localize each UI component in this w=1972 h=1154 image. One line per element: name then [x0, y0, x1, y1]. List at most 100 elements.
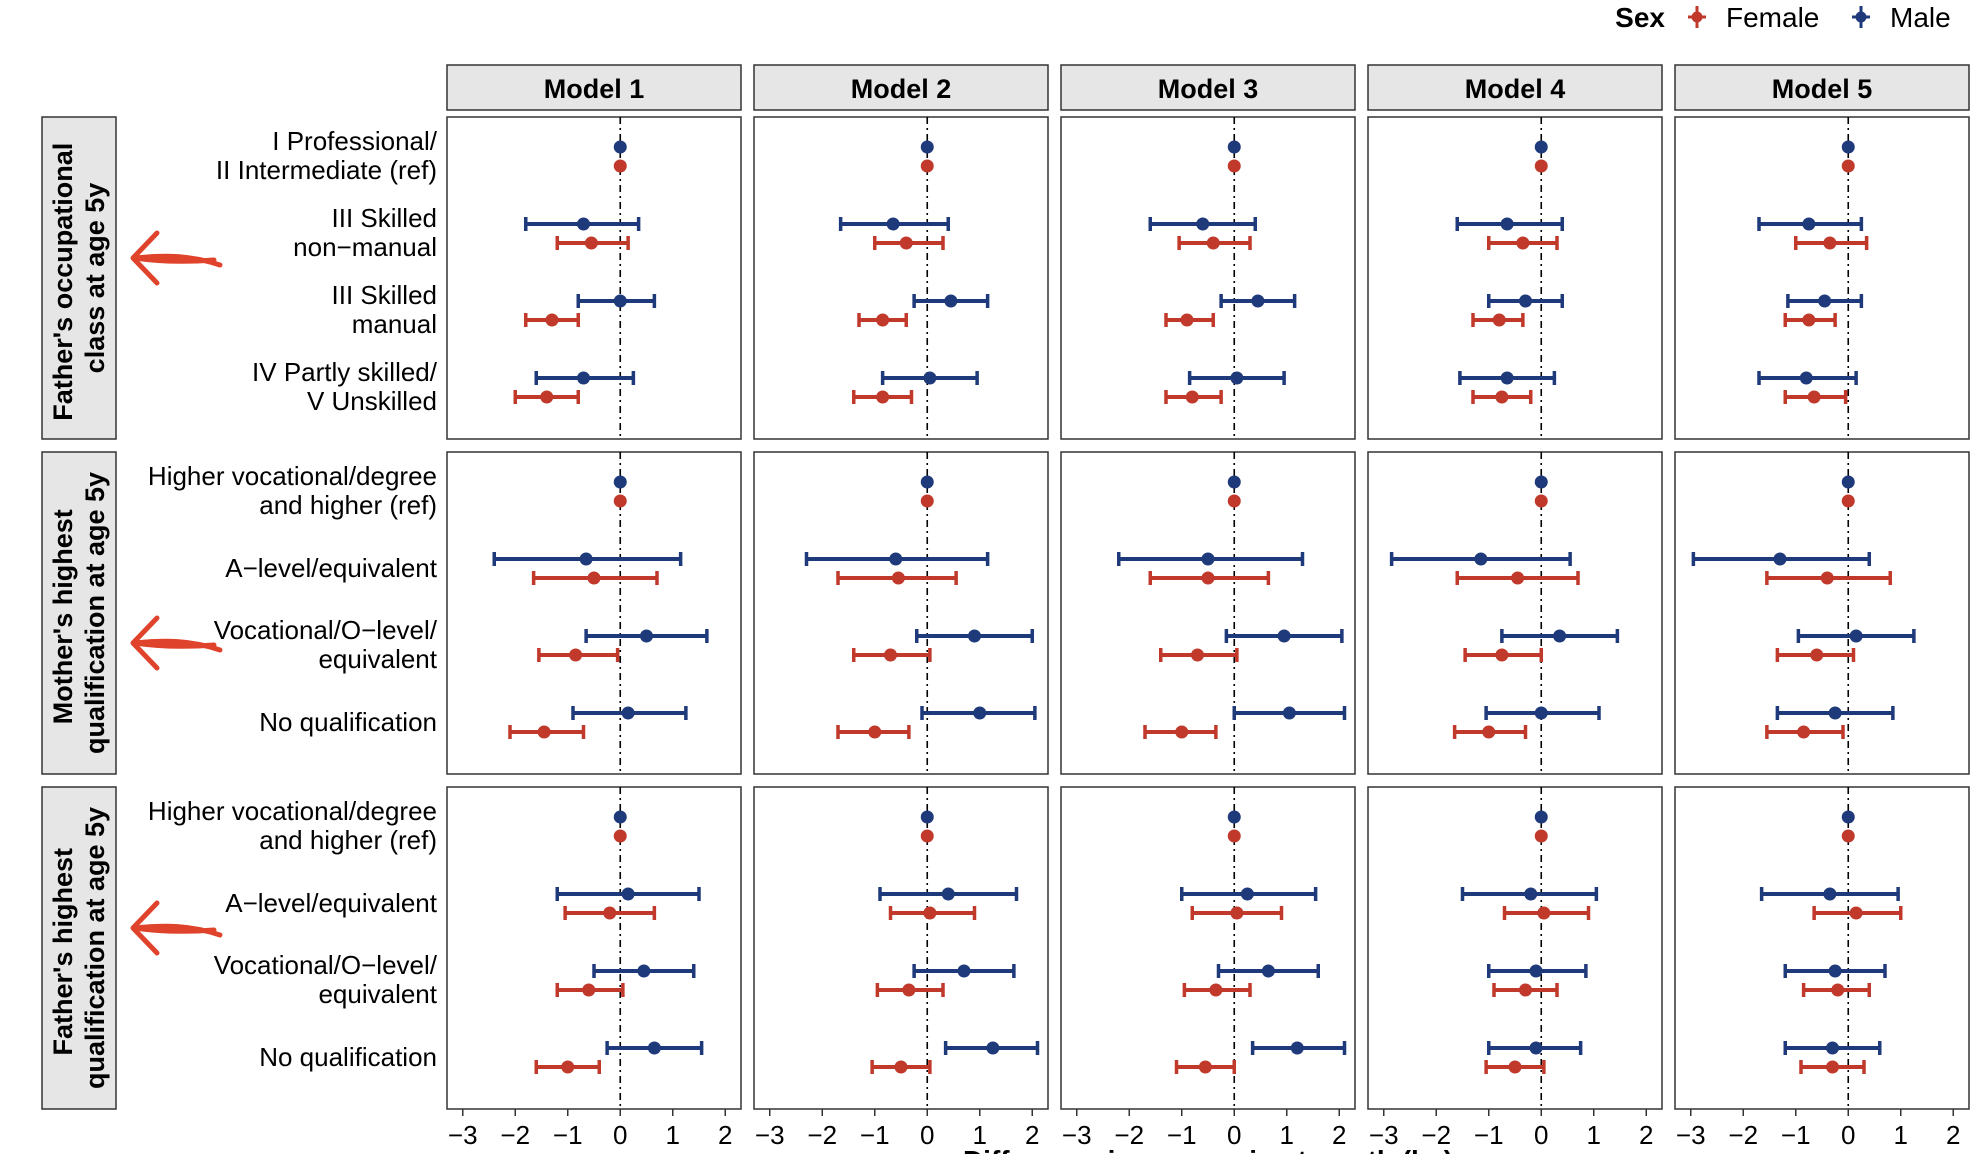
- female-point-estimate: [876, 390, 890, 404]
- category-label: III Skilled manual: [332, 280, 438, 339]
- x-tick-label: −2: [1114, 1120, 1144, 1150]
- male-point-estimate: [1474, 552, 1488, 566]
- model-strip-5: Model 5: [1674, 64, 1970, 111]
- male-point-estimate: [1828, 706, 1842, 720]
- group-strip-3: Father's highest qualification at age 5y: [41, 786, 117, 1110]
- female-point-estimate: [1511, 571, 1525, 585]
- model-strip-headers: Model 1 Model 2 Model 3 Model 4 Model 5: [446, 64, 1970, 111]
- female-point-estimate: [582, 983, 596, 997]
- male-point-estimate: [577, 371, 590, 385]
- female-point-estimate: [1823, 236, 1837, 250]
- panel-frame: [753, 116, 1049, 440]
- male-point-estimate: [889, 552, 903, 566]
- female-point-estimate: [902, 983, 916, 997]
- female-point-estimate: [545, 313, 559, 327]
- panel-frame: [1367, 786, 1663, 1110]
- male-point-estimate: [920, 140, 934, 154]
- female-point-estimate: [894, 1060, 908, 1074]
- category-label: A−level/equivalent: [225, 553, 438, 583]
- female-point-estimate: [1185, 390, 1199, 404]
- x-tick-label: 1: [1587, 1120, 1601, 1150]
- male-point-estimate: [1196, 217, 1210, 231]
- female-point-estimate: [1534, 494, 1548, 508]
- panel: [446, 786, 742, 1110]
- x-tick-label: −3: [1062, 1120, 1092, 1150]
- panel: [1674, 786, 1970, 1110]
- male-point-estimate: [621, 887, 635, 901]
- panel-frame: [1060, 786, 1356, 1110]
- group-title: Father's occupational class at age 5y: [48, 135, 110, 421]
- x-tick-label: 1: [1894, 1120, 1908, 1150]
- male-point-estimate: [613, 294, 627, 308]
- category-label: I Professional/II Intermediate (ref): [216, 126, 438, 185]
- female-point-estimate: [1841, 829, 1855, 843]
- panel-frame: [1674, 786, 1970, 1110]
- female-point-estimate: [1537, 906, 1551, 920]
- panel-frame: [1367, 116, 1663, 440]
- male-point-estimate: [1823, 887, 1837, 901]
- category-label: Higher vocational/degree and higher (ref): [148, 796, 437, 855]
- female-point-estimate: [1810, 648, 1824, 662]
- panel-frame: [1367, 451, 1663, 775]
- male-point-estimate: [973, 706, 987, 720]
- panel-frame: [446, 786, 742, 1110]
- female-point-estimate: [1227, 829, 1241, 843]
- panel: [1674, 451, 1970, 775]
- x-tick-label: 1: [1280, 1120, 1294, 1150]
- male-point-estimate: [640, 629, 653, 643]
- male-point-estimate: [941, 887, 955, 901]
- female-point-estimate: [537, 725, 551, 739]
- panel-frame: [1674, 116, 1970, 440]
- female-point-estimate: [613, 494, 627, 508]
- x-tick-label: −3: [1676, 1120, 1706, 1150]
- annotation-arrows: [130, 230, 223, 956]
- model-title: Model 4: [1465, 74, 1566, 104]
- female-point-estimate: [884, 648, 897, 662]
- female-point-estimate: [1519, 983, 1532, 997]
- female-point-estimate: [1831, 983, 1845, 997]
- x-axis: −3 −2 −1 0 1 2: [1369, 1109, 1653, 1150]
- panel-frame: [446, 116, 742, 440]
- male-point-estimate: [986, 1041, 1000, 1055]
- female-point-estimate: [1841, 159, 1855, 173]
- male-point-estimate: [968, 629, 981, 643]
- male-point-estimate: [1282, 706, 1296, 720]
- category-label: III Skilled non−manual: [293, 203, 437, 262]
- panel: [1367, 116, 1663, 440]
- female-point-estimate: [1516, 236, 1530, 250]
- female-point-estimate: [1534, 159, 1548, 173]
- female-point-estimate: [1495, 390, 1509, 404]
- x-tick-label: 1: [973, 1120, 987, 1150]
- panel: [753, 451, 1049, 775]
- female-point-estimate: [1508, 1060, 1522, 1074]
- x-tick-label: 0: [1227, 1120, 1241, 1150]
- panels: [446, 116, 1970, 1110]
- male-point-estimate: [577, 217, 590, 231]
- x-tick-label: −1: [860, 1120, 890, 1150]
- male-point-estimate: [1799, 371, 1813, 385]
- panel: [446, 116, 742, 440]
- female-point-estimate: [1841, 494, 1855, 508]
- panel: [1367, 451, 1663, 775]
- x-tick-label: 2: [1332, 1120, 1346, 1150]
- female-point-estimate: [613, 829, 627, 843]
- female-point-estimate: [1802, 313, 1816, 327]
- male-point-estimate: [613, 810, 627, 824]
- red-arrow-icon: [130, 615, 223, 671]
- male-point-estimate: [613, 475, 627, 489]
- x-tick-label: 2: [718, 1120, 732, 1150]
- female-point-estimate: [1227, 494, 1241, 508]
- panel: [1060, 786, 1356, 1110]
- female-point-estimate: [1198, 1060, 1212, 1074]
- male-point-estimate: [1818, 294, 1832, 308]
- male-point-estimate: [944, 294, 958, 308]
- female-point-estimate: [1201, 571, 1215, 585]
- female-point-estimate: [613, 159, 627, 173]
- male-point-estimate: [1841, 810, 1855, 824]
- model-title: Model 5: [1772, 74, 1873, 104]
- male-point-estimate: [1261, 964, 1275, 978]
- red-arrow-icon: [130, 900, 223, 956]
- male-point-estimate: [1251, 294, 1265, 308]
- category-label: No qualification: [259, 707, 437, 737]
